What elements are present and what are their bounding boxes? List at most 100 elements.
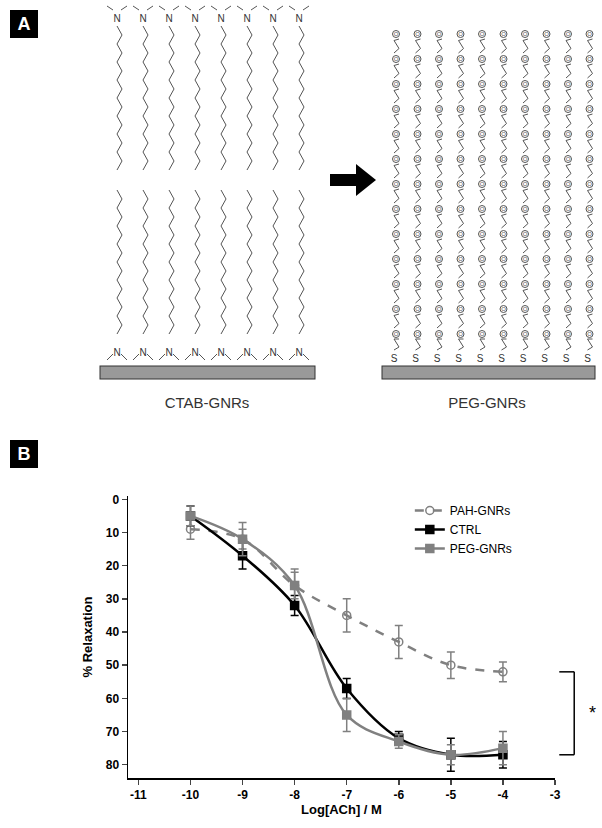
svg-text:O: O: [437, 331, 442, 337]
svg-text:S: S: [412, 353, 419, 364]
svg-text:O: O: [480, 331, 485, 337]
svg-text:O: O: [587, 106, 592, 112]
svg-text:O: O: [501, 106, 506, 112]
svg-text:-7: -7: [341, 788, 352, 802]
svg-text:O: O: [458, 281, 463, 287]
svg-text:O: O: [458, 181, 463, 187]
svg-text:O: O: [415, 181, 420, 187]
svg-text:N: N: [165, 347, 172, 358]
svg-text:O: O: [437, 156, 442, 162]
svg-text:N: N: [269, 347, 276, 358]
svg-text:S: S: [563, 353, 570, 364]
svg-text:0: 0: [112, 493, 119, 507]
svg-text:O: O: [458, 256, 463, 262]
svg-text:-6: -6: [393, 788, 404, 802]
svg-text:O: O: [587, 206, 592, 212]
svg-text:O: O: [437, 81, 442, 87]
svg-text:O: O: [480, 31, 485, 37]
svg-text:O: O: [523, 306, 528, 312]
svg-text:O: O: [587, 56, 592, 62]
svg-text:O: O: [587, 331, 592, 337]
svg-text:O: O: [437, 31, 442, 37]
svg-text:O: O: [501, 306, 506, 312]
svg-text:O: O: [587, 281, 592, 287]
svg-text:-3: -3: [550, 788, 561, 802]
svg-text:O: O: [587, 231, 592, 237]
svg-text:60: 60: [106, 692, 120, 706]
svg-text:O: O: [415, 206, 420, 212]
svg-text:O: O: [523, 256, 528, 262]
svg-text:N: N: [217, 347, 224, 358]
svg-text:O: O: [544, 231, 549, 237]
svg-text:O: O: [394, 106, 399, 112]
svg-text:O: O: [587, 81, 592, 87]
svg-text:O: O: [437, 206, 442, 212]
svg-text:-8: -8: [289, 788, 300, 802]
svg-text:O: O: [394, 281, 399, 287]
svg-text:O: O: [501, 181, 506, 187]
svg-text:O: O: [587, 31, 592, 37]
svg-text:S: S: [434, 353, 441, 364]
svg-text:O: O: [415, 156, 420, 162]
svg-text:O: O: [458, 306, 463, 312]
svg-text:PEG-GNRs: PEG-GNRs: [448, 394, 526, 411]
svg-text:N: N: [165, 13, 172, 24]
svg-text:O: O: [415, 331, 420, 337]
svg-text:O: O: [544, 206, 549, 212]
svg-text:O: O: [394, 56, 399, 62]
svg-text:O: O: [587, 181, 592, 187]
svg-text:O: O: [480, 206, 485, 212]
svg-text:O: O: [415, 281, 420, 287]
svg-text:O: O: [566, 306, 571, 312]
svg-text:O: O: [437, 106, 442, 112]
svg-text:O: O: [480, 106, 485, 112]
svg-text:O: O: [437, 281, 442, 287]
svg-text:O: O: [566, 206, 571, 212]
svg-text:O: O: [415, 306, 420, 312]
svg-text:O: O: [544, 81, 549, 87]
svg-text:O: O: [501, 231, 506, 237]
svg-text:O: O: [587, 156, 592, 162]
svg-text:PEG-GNRs: PEG-GNRs: [450, 542, 512, 556]
svg-text:O: O: [566, 106, 571, 112]
svg-text:O: O: [523, 131, 528, 137]
svg-text:O: O: [437, 256, 442, 262]
svg-text:O: O: [566, 281, 571, 287]
svg-text:O: O: [566, 81, 571, 87]
svg-text:O: O: [501, 331, 506, 337]
svg-text:O: O: [394, 131, 399, 137]
svg-text:30: 30: [106, 592, 120, 606]
svg-text:20: 20: [106, 559, 120, 573]
svg-text:O: O: [415, 131, 420, 137]
svg-text:O: O: [458, 106, 463, 112]
svg-text:O: O: [587, 306, 592, 312]
svg-text:O: O: [544, 106, 549, 112]
svg-text:O: O: [544, 331, 549, 337]
svg-text:N: N: [295, 13, 302, 24]
svg-text:10: 10: [106, 526, 120, 540]
svg-text:-10: -10: [182, 788, 200, 802]
svg-text:O: O: [458, 206, 463, 212]
svg-text:-9: -9: [237, 788, 248, 802]
svg-text:CTAB-GNRs: CTAB-GNRs: [165, 394, 250, 411]
svg-text:CTRL: CTRL: [450, 523, 482, 537]
svg-text:O: O: [566, 131, 571, 137]
svg-text:O: O: [523, 231, 528, 237]
svg-text:O: O: [566, 331, 571, 337]
svg-text:N: N: [113, 347, 120, 358]
svg-text:-5: -5: [446, 788, 457, 802]
svg-text:O: O: [480, 281, 485, 287]
svg-text:S: S: [541, 353, 548, 364]
svg-text:O: O: [394, 31, 399, 37]
svg-text:N: N: [295, 347, 302, 358]
svg-text:O: O: [415, 31, 420, 37]
svg-text:O: O: [523, 206, 528, 212]
svg-text:O: O: [501, 206, 506, 212]
svg-text:O: O: [544, 306, 549, 312]
svg-text:O: O: [480, 181, 485, 187]
svg-text:O: O: [523, 156, 528, 162]
svg-text:O: O: [437, 306, 442, 312]
svg-text:N: N: [139, 347, 146, 358]
svg-text:O: O: [501, 56, 506, 62]
svg-text:O: O: [437, 56, 442, 62]
